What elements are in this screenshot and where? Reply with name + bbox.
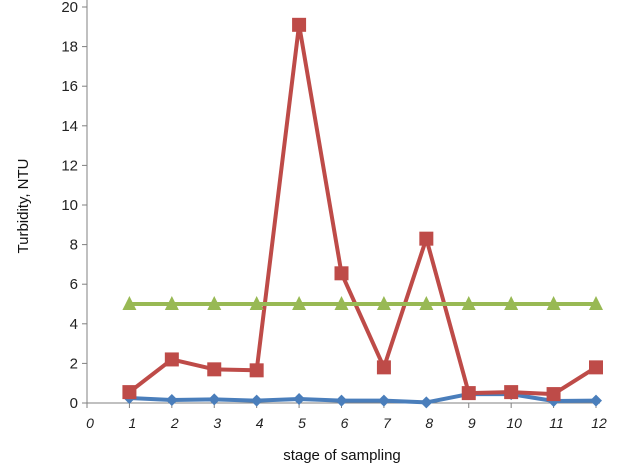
x-tick-label: 6 (341, 415, 349, 431)
data-point (419, 296, 434, 310)
y-axis-ticks: 0 2 4 6 8 10 12 14 16 18 20 (61, 0, 87, 412)
data-point (292, 296, 307, 310)
data-point (420, 396, 433, 409)
x-tick-label: 12 (591, 415, 607, 431)
y-tick-label: 0 (70, 395, 78, 412)
x-tick-label: 10 (506, 415, 522, 431)
y-axis-label: Turbidity, NTU (15, 158, 32, 253)
y-tick-label: 2 (70, 355, 78, 372)
data-point (461, 296, 476, 310)
series-2-line (128, 22, 598, 397)
data-point (122, 296, 137, 310)
y-tick-label: 10 (61, 197, 78, 214)
data-point (293, 393, 306, 406)
data-point (504, 296, 519, 310)
y-tick-label: 6 (70, 276, 78, 293)
x-tick-label: 0 (86, 415, 94, 431)
data-point (207, 296, 222, 310)
data-point (376, 360, 391, 375)
data-point (504, 385, 519, 400)
data-point (334, 266, 349, 281)
x-tick-label: 4 (256, 415, 264, 431)
x-tick-label: 8 (425, 415, 433, 431)
x-axis-ticks: 0 1 2 3 4 5 6 7 8 9 10 11 12 (86, 403, 607, 431)
series-1-line (129, 392, 597, 405)
y-tick-label: 18 (61, 39, 78, 56)
data-point (546, 387, 561, 402)
data-point (292, 17, 307, 32)
data-point (164, 296, 179, 310)
data-point (461, 386, 476, 401)
x-tick-label: 11 (549, 415, 564, 431)
series-layer (122, 17, 603, 409)
series-2 (122, 17, 603, 402)
data-point (589, 296, 603, 310)
data-point (376, 296, 391, 310)
x-tick-label: 9 (468, 415, 476, 431)
x-tick-label: 7 (383, 415, 392, 431)
series-3 (122, 296, 603, 310)
data-point (589, 360, 603, 375)
y-tick-label: 20 (61, 0, 78, 16)
x-tick-label: 5 (298, 415, 306, 431)
data-point (249, 296, 264, 310)
data-point (249, 363, 264, 378)
y-tick-label: 16 (61, 78, 78, 95)
data-point (546, 296, 561, 310)
x-tick-label: 1 (129, 415, 137, 431)
data-point (208, 393, 221, 406)
data-point (122, 385, 137, 400)
data-point (590, 394, 602, 407)
y-tick-label: 4 (70, 316, 78, 333)
y-tick-label: 12 (61, 157, 78, 174)
data-point (164, 352, 179, 367)
data-point (335, 394, 348, 407)
data-point (377, 394, 390, 407)
data-point (334, 296, 349, 310)
data-point (419, 231, 434, 246)
y-tick-label: 14 (61, 118, 78, 135)
data-point (207, 362, 222, 377)
x-tick-label: 2 (170, 415, 179, 431)
data-point (165, 394, 178, 407)
y-tick-label: 8 (70, 237, 78, 254)
x-tick-label: 3 (213, 415, 221, 431)
x-axis-label: stage of sampling (283, 447, 401, 464)
data-point (250, 394, 263, 407)
